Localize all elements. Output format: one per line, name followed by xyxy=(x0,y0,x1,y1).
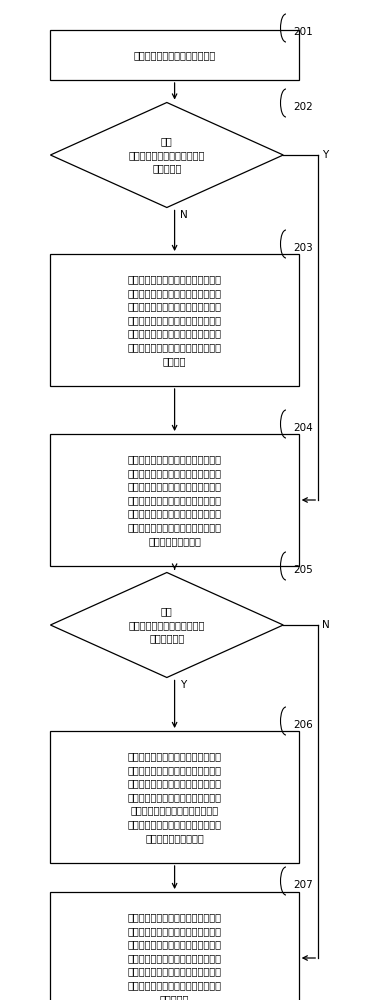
Text: 根据已发送消息的长度和待发送消息
所在的传输缓冲区的起始地址，确定
需要填充到数据包中的有效数据的起
始地址，从确定出的起始地址开始，
复制长度为第一变量的取值: 根据已发送消息的长度和待发送消息 所在的传输缓冲区的起始地址，确定 需要填充到数… xyxy=(128,912,222,1000)
Text: 判断
第一变量的取值是否大于第二
变量的取值: 判断 第一变量的取值是否大于第二 变量的取值 xyxy=(129,136,205,174)
Text: 根据已发送消息的长度和待发送消息
所在的传输缓冲区的起始地址，确定
需要填充到数据包中的有效数据的起
始地址，从确定出的起始地址开始，
复制长度为数据包的最大长: 根据已发送消息的长度和待发送消息 所在的传输缓冲区的起始地址，确定 需要填充到数… xyxy=(128,751,222,843)
FancyBboxPatch shape xyxy=(50,30,299,80)
FancyBboxPatch shape xyxy=(50,254,299,386)
Text: N: N xyxy=(322,620,330,630)
Text: 203: 203 xyxy=(293,243,313,253)
Text: 根据已发送消息的长度和待发送消息
所在的传输缓冲区的起始地址，确定
需要填充到数据包中的有效数据的起
始地址，从确定出的起始地址开始，
复制长度为第二变量的取值: 根据已发送消息的长度和待发送消息 所在的传输缓冲区的起始地址，确定 需要填充到数… xyxy=(128,454,222,546)
Text: Y: Y xyxy=(322,150,328,160)
Polygon shape xyxy=(50,572,283,678)
Text: 判断
第一变量的取值是否大于数据
包的最大长度: 判断 第一变量的取值是否大于数据 包的最大长度 xyxy=(129,606,205,644)
FancyBboxPatch shape xyxy=(50,434,299,566)
Text: 202: 202 xyxy=(293,102,313,112)
Text: N: N xyxy=(180,211,188,221)
Text: 根据待发送消息所在的传输缓冲区的
起始地址和已发送消息的长度，确定
需要填充到数据包中的有效数据的起
始地址，从确定出的起始地址开始，
复制长度为第一变量的取值: 根据待发送消息所在的传输缓冲区的 起始地址和已发送消息的长度，确定 需要填充到数… xyxy=(128,274,222,366)
Text: 204: 204 xyxy=(293,423,313,433)
Text: 对已发送消息的长度进行初始化: 对已发送消息的长度进行初始化 xyxy=(133,50,216,60)
Text: 206: 206 xyxy=(293,720,313,730)
Text: 205: 205 xyxy=(293,565,313,575)
Text: 207: 207 xyxy=(293,880,313,890)
Text: 201: 201 xyxy=(293,27,313,37)
FancyBboxPatch shape xyxy=(50,892,299,1000)
Polygon shape xyxy=(50,103,283,208)
FancyBboxPatch shape xyxy=(50,731,299,863)
Text: Y: Y xyxy=(180,680,187,690)
